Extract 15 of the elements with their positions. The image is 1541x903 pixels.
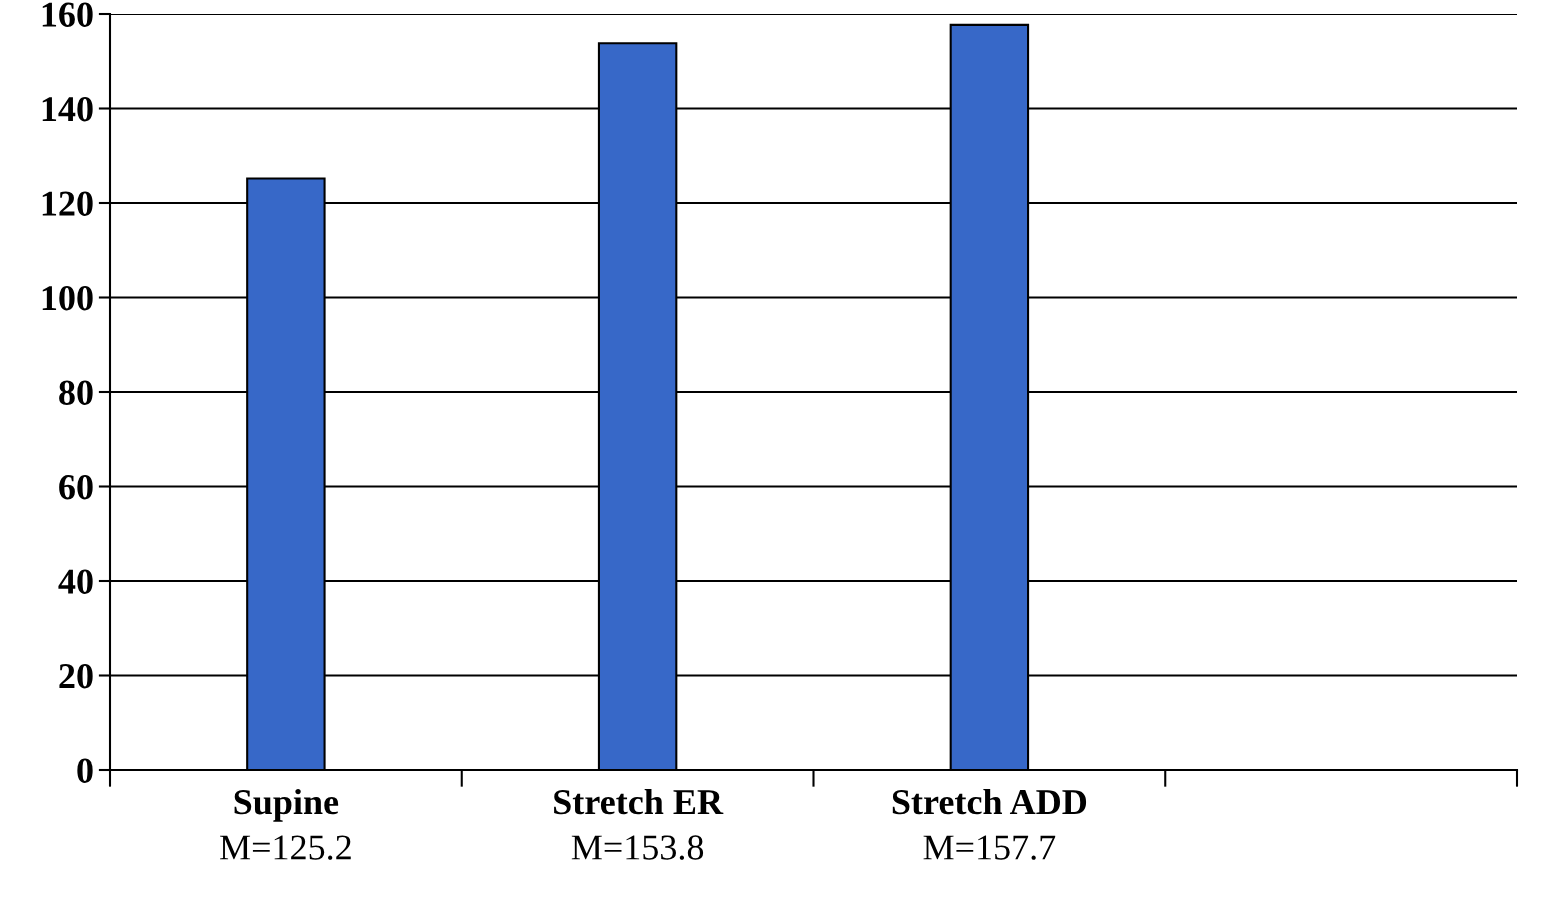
x-tick-label: Stretch ER — [554, 788, 724, 815]
y-tick-label: 60 — [59, 475, 93, 500]
y-tick-label: 140 — [42, 97, 93, 122]
y-tick-label: 120 — [42, 191, 93, 216]
y-tick-label: 20 — [59, 664, 93, 689]
y-tick-label: 0 — [77, 758, 93, 783]
data-label: M=125.2 — [220, 835, 351, 860]
data-label: M=157.7 — [923, 835, 1056, 860]
y-tick-label: 100 — [42, 286, 93, 311]
x-tick-label: Stretch ADD — [892, 788, 1087, 815]
y-tick-label: 160 — [42, 2, 93, 27]
y-tick-label: 40 — [58, 569, 93, 594]
y-tick-label: 80 — [59, 380, 93, 405]
x-tick-label: Supine — [234, 788, 339, 822]
data-label: M=153.8 — [571, 835, 704, 860]
